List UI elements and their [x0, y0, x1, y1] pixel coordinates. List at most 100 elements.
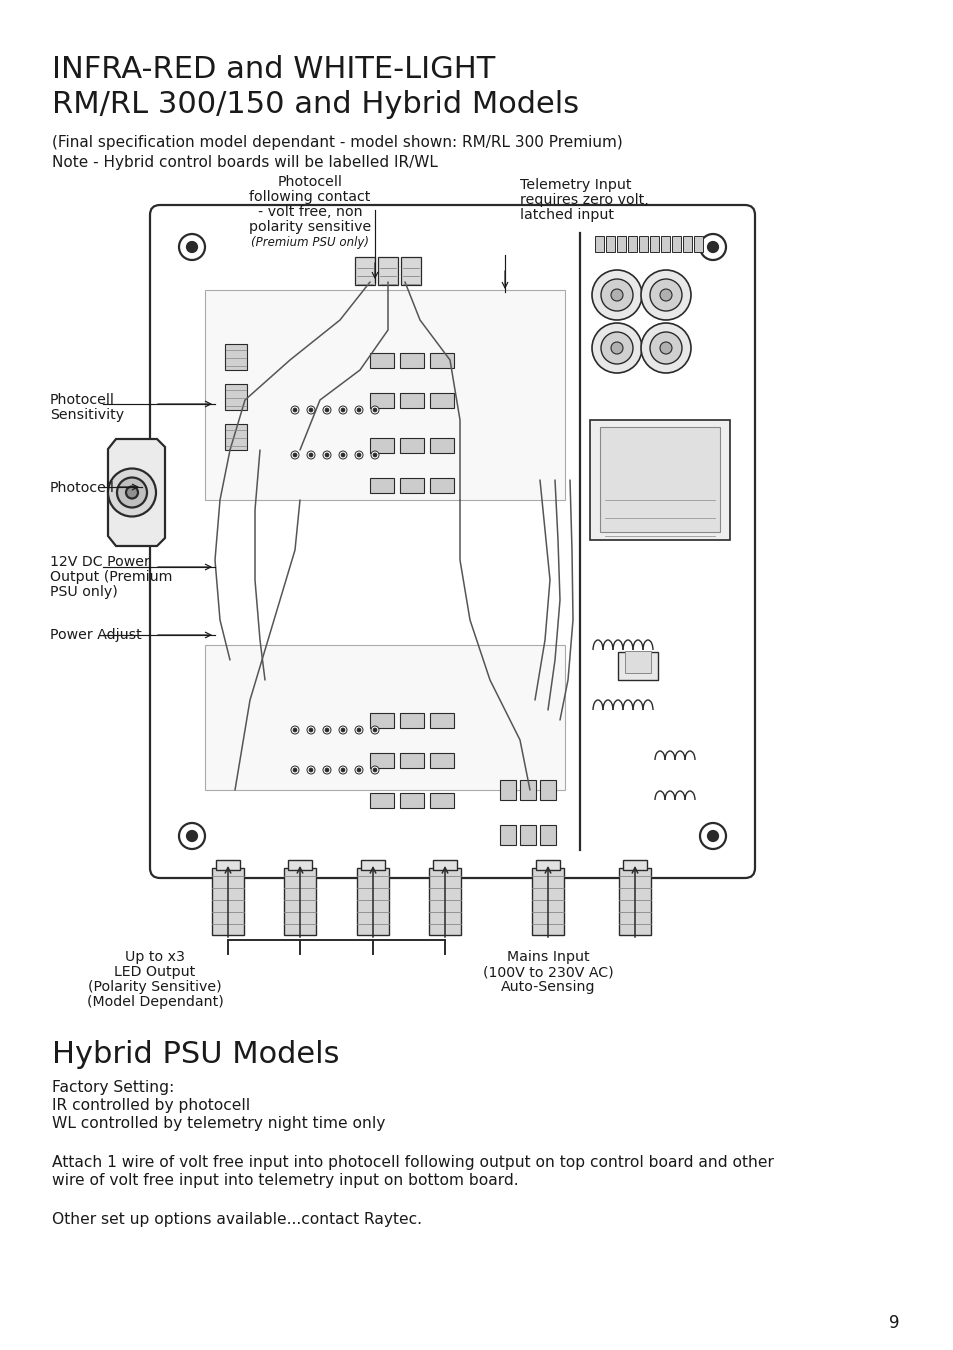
Circle shape — [338, 451, 347, 459]
Bar — [532, 868, 563, 936]
Bar — [627, 236, 637, 252]
Circle shape — [117, 478, 147, 508]
Bar — [370, 753, 394, 768]
Circle shape — [338, 406, 347, 414]
Circle shape — [355, 451, 363, 459]
Text: Output (Premium: Output (Premium — [50, 570, 172, 585]
Circle shape — [307, 406, 314, 414]
Bar — [399, 478, 423, 493]
Bar — [205, 645, 564, 790]
Bar — [356, 868, 389, 936]
Circle shape — [293, 454, 296, 458]
Circle shape — [323, 451, 331, 459]
Text: Sensitivity: Sensitivity — [50, 408, 124, 423]
Circle shape — [592, 323, 641, 373]
Bar — [639, 236, 647, 252]
Bar — [399, 437, 423, 454]
Bar — [589, 420, 729, 540]
Circle shape — [707, 832, 718, 841]
Circle shape — [291, 765, 298, 774]
Bar — [370, 352, 394, 369]
Circle shape — [325, 454, 329, 458]
Circle shape — [649, 279, 681, 310]
Text: Attach 1 wire of volt free input into photocell following output on top control : Attach 1 wire of volt free input into ph… — [52, 1156, 773, 1170]
Circle shape — [610, 342, 622, 354]
Bar — [288, 860, 312, 869]
Bar — [399, 792, 423, 809]
Bar — [682, 236, 691, 252]
Circle shape — [323, 726, 331, 734]
Circle shape — [307, 765, 314, 774]
Circle shape — [309, 728, 313, 732]
Text: RM/RL 300/150 and Hybrid Models: RM/RL 300/150 and Hybrid Models — [52, 90, 578, 119]
Circle shape — [356, 768, 360, 772]
Circle shape — [293, 728, 296, 732]
Circle shape — [325, 408, 329, 412]
Text: Factory Setting:: Factory Setting: — [52, 1080, 174, 1095]
Bar — [370, 792, 394, 809]
Bar — [433, 860, 456, 869]
Circle shape — [371, 451, 378, 459]
Bar — [399, 393, 423, 408]
Circle shape — [187, 832, 196, 841]
Bar — [430, 792, 454, 809]
Text: 9: 9 — [888, 1314, 899, 1332]
FancyBboxPatch shape — [150, 205, 754, 878]
Bar — [671, 236, 680, 252]
Circle shape — [340, 768, 345, 772]
Circle shape — [340, 454, 345, 458]
Circle shape — [355, 726, 363, 734]
Bar — [693, 236, 702, 252]
Bar — [499, 780, 516, 801]
Circle shape — [371, 406, 378, 414]
Bar — [399, 352, 423, 369]
Text: Auto-Sensing: Auto-Sensing — [500, 980, 595, 994]
Bar — [536, 860, 559, 869]
Circle shape — [340, 408, 345, 412]
Bar — [370, 478, 394, 493]
Bar — [430, 713, 454, 728]
Circle shape — [323, 406, 331, 414]
Text: following contact: following contact — [249, 190, 371, 204]
Text: Hybrid PSU Models: Hybrid PSU Models — [52, 1040, 339, 1069]
Bar — [400, 256, 420, 285]
Circle shape — [649, 332, 681, 365]
Circle shape — [610, 289, 622, 301]
Text: (Final specification model dependant - model shown: RM/RL 300 Premium): (Final specification model dependant - m… — [52, 135, 622, 150]
Circle shape — [592, 270, 641, 320]
Circle shape — [356, 728, 360, 732]
Bar — [215, 860, 240, 869]
Circle shape — [373, 728, 376, 732]
Circle shape — [338, 726, 347, 734]
Circle shape — [108, 468, 156, 517]
Circle shape — [640, 270, 690, 320]
Circle shape — [659, 289, 671, 301]
Bar — [660, 236, 669, 252]
Circle shape — [307, 726, 314, 734]
Bar — [430, 478, 454, 493]
Circle shape — [187, 242, 196, 252]
Circle shape — [179, 234, 205, 261]
Bar — [360, 860, 385, 869]
Circle shape — [355, 406, 363, 414]
Bar — [399, 713, 423, 728]
Circle shape — [371, 765, 378, 774]
Bar — [225, 383, 247, 410]
Text: PSU only): PSU only) — [50, 585, 117, 599]
Text: 12V DC Power: 12V DC Power — [50, 555, 150, 568]
Circle shape — [356, 454, 360, 458]
Circle shape — [373, 408, 376, 412]
Bar — [599, 427, 720, 532]
Bar — [605, 236, 615, 252]
Text: Photocell: Photocell — [50, 481, 114, 495]
Circle shape — [640, 323, 690, 373]
Circle shape — [373, 768, 376, 772]
Bar — [624, 651, 650, 674]
Text: wire of volt free input into telemetry input on bottom board.: wire of volt free input into telemetry i… — [52, 1173, 518, 1188]
Bar — [622, 860, 646, 869]
Bar — [618, 868, 650, 936]
Bar — [212, 868, 244, 936]
Text: (Premium PSU only): (Premium PSU only) — [251, 236, 369, 248]
Circle shape — [338, 765, 347, 774]
Circle shape — [355, 765, 363, 774]
